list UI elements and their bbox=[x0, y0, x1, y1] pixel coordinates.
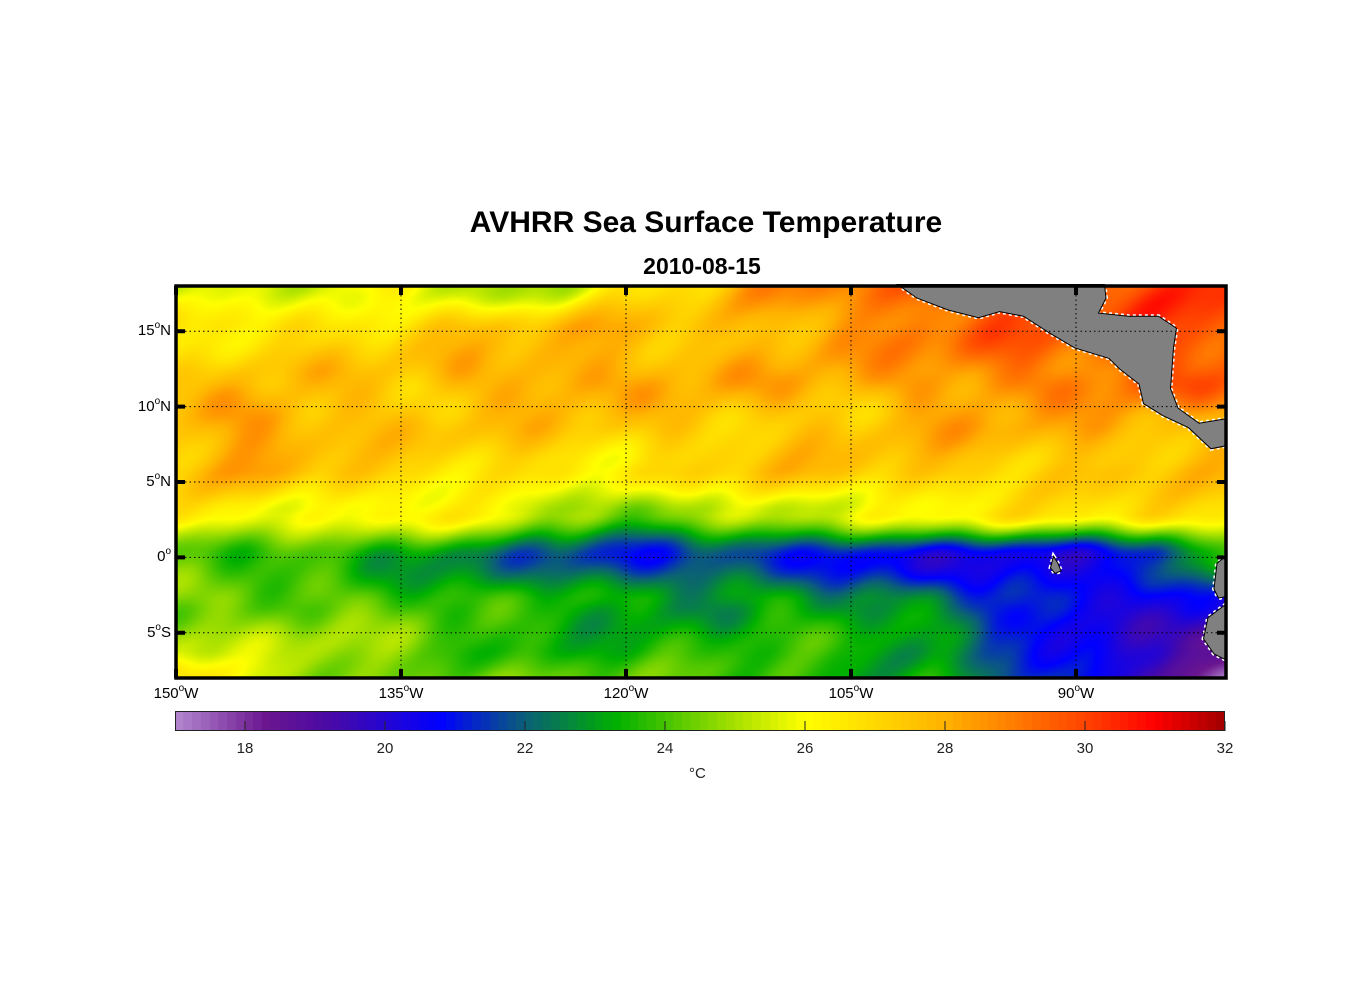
x-tick-label: 135oW bbox=[378, 683, 424, 702]
land-0 bbox=[895, 284, 1227, 450]
tick-degree: 0 bbox=[157, 548, 166, 566]
tick-hemisphere: N bbox=[160, 473, 171, 490]
map-frame bbox=[174, 284, 1228, 680]
land-1 bbox=[1213, 554, 1227, 599]
tick-degree: 135 bbox=[378, 685, 404, 702]
degree-symbol: o bbox=[178, 683, 185, 694]
sst-map bbox=[174, 282, 1228, 680]
degree-symbol: o bbox=[165, 546, 171, 558]
colorbar-ticks bbox=[175, 711, 1226, 731]
colorbar-tick-label: 20 bbox=[376, 740, 394, 757]
colorbar-unit: °C bbox=[689, 765, 706, 782]
land-3 bbox=[1049, 555, 1062, 575]
tick-degree: 90 bbox=[1057, 685, 1075, 702]
tick-degree: 105 bbox=[828, 685, 854, 702]
colorbar-tick-label: 28 bbox=[936, 740, 954, 757]
map-overlay bbox=[174, 282, 1228, 680]
x-tick-label: 120oW bbox=[603, 683, 649, 702]
x-tick-label: 105oW bbox=[828, 683, 874, 702]
tick-hemisphere: W bbox=[184, 685, 199, 702]
tick-degree: 120 bbox=[603, 685, 629, 702]
tick-degree: 10 bbox=[137, 397, 155, 415]
y-tick-label: 15oN bbox=[137, 320, 171, 340]
tick-hemisphere: W bbox=[634, 685, 649, 702]
degree-symbol: o bbox=[154, 320, 161, 332]
tick-hemisphere: N bbox=[160, 322, 171, 340]
colorbar-tick-label: 26 bbox=[796, 740, 814, 757]
colorbar-frame bbox=[175, 711, 1225, 731]
colorbar-tick-label: 32 bbox=[1216, 740, 1234, 757]
tick-degree: 5 bbox=[147, 623, 156, 641]
degree-symbol: o bbox=[403, 683, 410, 694]
degree-symbol: o bbox=[154, 471, 161, 482]
colorbar-tick-label: 22 bbox=[516, 740, 534, 757]
tick-degree: 150 bbox=[153, 685, 179, 702]
tick-hemisphere: W bbox=[859, 685, 874, 702]
tick-hemisphere: S bbox=[160, 623, 171, 641]
x-tick-label: 150oW bbox=[153, 683, 199, 702]
tick-degree: 15 bbox=[137, 322, 155, 340]
chart-subtitle: 2010-08-15 bbox=[643, 253, 761, 279]
y-tick-label: 0o bbox=[157, 546, 171, 566]
sst-field bbox=[176, 286, 1226, 678]
x-tick-label: 90oW bbox=[1057, 683, 1095, 702]
degree-symbol: o bbox=[1074, 683, 1081, 694]
degree-symbol: o bbox=[154, 395, 161, 407]
tick-degree: 5 bbox=[146, 473, 155, 490]
tick-hemisphere: W bbox=[1080, 685, 1095, 702]
degree-symbol: o bbox=[155, 621, 161, 633]
colorbar-tick-label: 18 bbox=[236, 740, 254, 757]
tick-hemisphere: W bbox=[409, 685, 424, 702]
chart-title: AVHRR Sea Surface Temperature bbox=[469, 206, 943, 239]
tick-hemisphere: N bbox=[160, 397, 171, 415]
y-tick-label: 5oN bbox=[146, 471, 171, 490]
y-tick-label: 10oN bbox=[137, 395, 171, 415]
degree-symbol: o bbox=[853, 683, 860, 694]
colorbar-tick-label: 24 bbox=[656, 740, 674, 757]
colorbar-tick-label: 30 bbox=[1076, 740, 1094, 757]
colorbar bbox=[175, 711, 1225, 731]
y-tick-label: 5oS bbox=[147, 621, 171, 641]
degree-symbol: o bbox=[628, 683, 635, 694]
